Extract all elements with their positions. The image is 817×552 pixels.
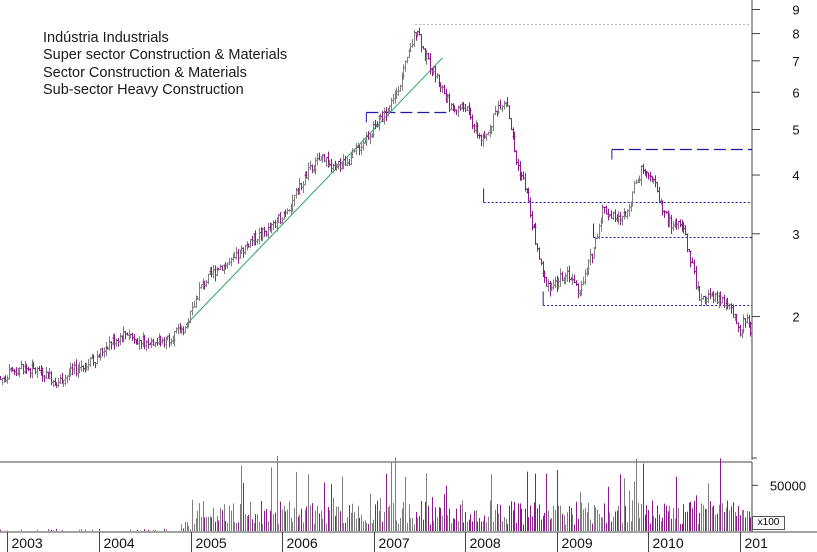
trendline — [185, 57, 443, 326]
volume-tick-label: 50000 — [770, 478, 806, 493]
x-tick-label: 2003 — [12, 535, 43, 551]
y-tick-label: 4 — [792, 168, 799, 183]
y-tick-label: 6 — [792, 85, 799, 100]
y-tick-label: 2 — [792, 310, 799, 325]
trendline-segment — [185, 57, 443, 326]
volume-axis: 50000 — [752, 478, 806, 493]
price-bars — [0, 27, 753, 388]
legend-line-index: Indústria Industrials — [43, 30, 169, 46]
legend-line-subsector: Sub-sector Heavy Construction — [43, 81, 244, 98]
x-tick-label: 2007 — [379, 535, 410, 551]
y-tick-label: 7 — [792, 54, 799, 69]
x-tick-label: 2004 — [104, 535, 135, 551]
x-tick-label: 2010 — [653, 535, 684, 551]
volume-bars — [0, 456, 751, 531]
y-tick-label: 3 — [792, 227, 799, 242]
support-lines — [365, 24, 752, 306]
x-tick-label: 2005 — [196, 535, 227, 551]
x-axis: 2003 2004 2005 2006 2007 2008 2009 2010 201 — [7, 532, 769, 552]
y-tick-label: 9 — [792, 3, 799, 18]
y-tick-label: 8 — [792, 27, 799, 42]
legend-line-sector: Sector Construction & Materials — [43, 64, 247, 81]
volume-unit-label: x100 — [752, 516, 785, 530]
x-tick-label: 2006 — [287, 535, 318, 551]
price-axis: 9 8 7 6 5 4 3 2 — [752, 3, 800, 459]
y-tick-label: 5 — [792, 122, 799, 137]
x-tick-label: 2008 — [470, 535, 501, 551]
x-tick-label: 201 — [745, 535, 769, 551]
x-tick-label: 2009 — [562, 535, 593, 551]
chart-legend: Indústria Industrials Super sector Const… — [43, 30, 287, 99]
legend-line-supersector: Super sector Construction & Materials — [43, 47, 288, 64]
